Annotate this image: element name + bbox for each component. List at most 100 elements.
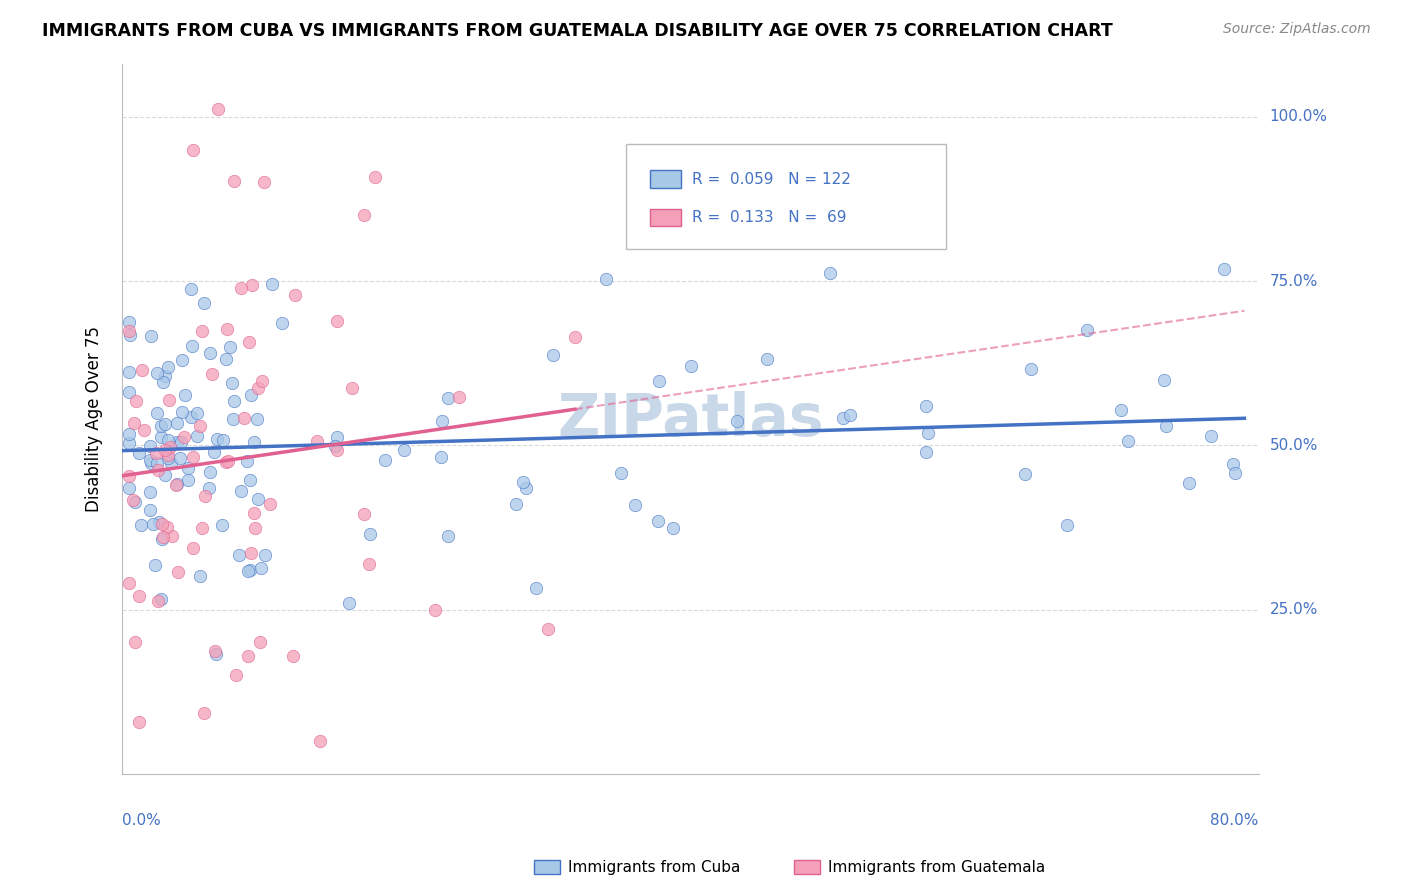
Point [374, 453, 396, 467]
Point [219, 340, 242, 354]
Point [323, 439, 346, 453]
Point [250, 374, 273, 388]
Point [240, 278, 263, 293]
Point [148, 463, 170, 477]
Point [429, 450, 451, 464]
Point [160, 529, 183, 543]
Point [246, 491, 269, 506]
Point [139, 329, 162, 343]
Point [215, 351, 238, 366]
Text: 50.0%: 50.0% [1270, 438, 1317, 453]
Point [215, 455, 238, 469]
Point [128, 714, 150, 729]
Point [541, 348, 564, 362]
Point [177, 461, 200, 475]
Point [139, 439, 162, 453]
Point [437, 529, 460, 543]
Point [152, 375, 174, 389]
Point [392, 442, 415, 457]
Point [118, 427, 141, 442]
Point [128, 445, 150, 459]
Point [153, 467, 176, 482]
Point [363, 170, 385, 185]
Point [221, 376, 243, 390]
Point [118, 576, 141, 591]
Point [222, 174, 245, 188]
Point [118, 384, 141, 399]
Point [118, 482, 141, 496]
Text: R =  0.059   N = 122: R = 0.059 N = 122 [693, 171, 851, 186]
Point [308, 734, 330, 748]
Point [188, 419, 211, 434]
Point [437, 391, 460, 405]
Point [249, 561, 271, 575]
Point [157, 392, 180, 407]
Point [307, 434, 329, 449]
Point [152, 530, 174, 544]
Point [1019, 361, 1042, 376]
Point [235, 454, 257, 468]
Point [170, 404, 193, 418]
Point [180, 409, 202, 424]
Point [134, 423, 156, 437]
Point [246, 411, 269, 425]
Point [200, 345, 222, 359]
Point [124, 495, 146, 509]
Point [194, 489, 217, 503]
Point [125, 393, 148, 408]
Point [1111, 403, 1133, 417]
Point [193, 295, 215, 310]
Point [228, 549, 250, 563]
Point [259, 497, 281, 511]
Text: 75.0%: 75.0% [1270, 274, 1317, 288]
Point [118, 365, 141, 379]
Text: Source: ZipAtlas.com: Source: ZipAtlas.com [1223, 22, 1371, 37]
Point [512, 475, 534, 489]
Text: Immigrants from Cuba: Immigrants from Cuba [568, 860, 741, 874]
Point [156, 519, 179, 533]
Point [537, 623, 560, 637]
Point [914, 400, 936, 414]
Point [233, 410, 256, 425]
Point [201, 367, 224, 381]
Point [166, 476, 188, 491]
Point [143, 558, 166, 573]
Point [153, 443, 176, 458]
Point [204, 643, 226, 657]
Point [725, 414, 748, 428]
Point [211, 433, 233, 447]
Point [150, 430, 173, 444]
Point [118, 316, 141, 330]
Point [359, 557, 381, 571]
Point [243, 506, 266, 520]
Text: Immigrants from Guatemala: Immigrants from Guatemala [828, 860, 1046, 874]
Point [284, 288, 307, 302]
Point [447, 390, 470, 404]
Point [159, 456, 181, 470]
Point [430, 414, 453, 428]
Point [198, 466, 221, 480]
Point [564, 330, 586, 344]
Point [167, 566, 190, 580]
Point [239, 388, 262, 402]
Point [254, 548, 277, 562]
Point [118, 327, 141, 342]
Point [1212, 262, 1234, 277]
Point [236, 649, 259, 664]
Point [1014, 467, 1036, 482]
Point [118, 436, 141, 450]
Point [648, 374, 671, 388]
Point [260, 277, 283, 292]
Point [505, 498, 527, 512]
Point [246, 380, 269, 394]
Point [353, 507, 375, 521]
Point [186, 406, 208, 420]
Point [148, 594, 170, 608]
Point [169, 450, 191, 465]
Point [1154, 419, 1177, 434]
Point [150, 517, 173, 532]
Point [595, 272, 617, 286]
Point [271, 316, 294, 330]
Point [249, 635, 271, 649]
Point [222, 412, 245, 426]
